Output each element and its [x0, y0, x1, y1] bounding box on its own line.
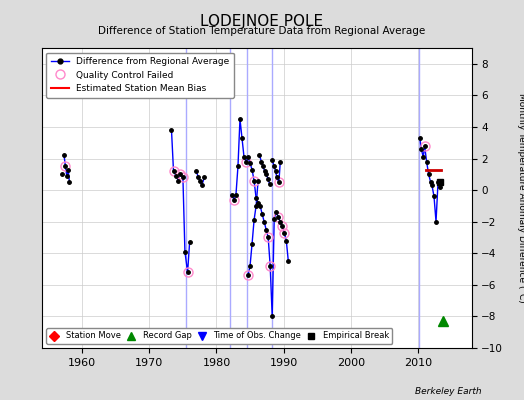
Text: Difference of Station Temperature Data from Regional Average: Difference of Station Temperature Data f…	[99, 26, 425, 36]
Y-axis label: Monthly Temperature Anomaly Difference (°C): Monthly Temperature Anomaly Difference (…	[517, 93, 524, 303]
Text: LODEJNOE POLE: LODEJNOE POLE	[201, 14, 323, 29]
Text: Berkeley Earth: Berkeley Earth	[416, 387, 482, 396]
Legend: Station Move, Record Gap, Time of Obs. Change, Empirical Break: Station Move, Record Gap, Time of Obs. C…	[46, 328, 392, 344]
